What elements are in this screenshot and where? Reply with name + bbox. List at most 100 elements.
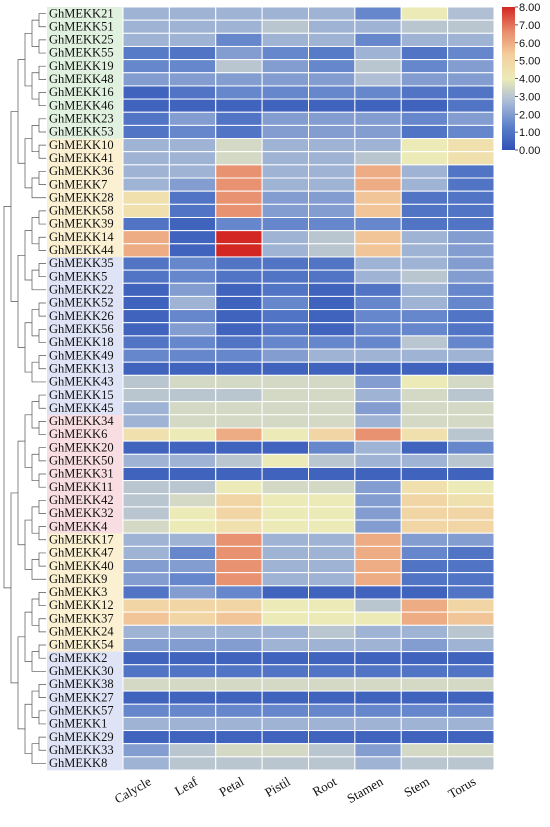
heatmap-cell bbox=[447, 519, 495, 534]
heatmap-cell bbox=[168, 361, 217, 376]
heatmap-cell bbox=[400, 203, 449, 218]
heatmap-cell bbox=[447, 716, 495, 732]
heatmap-cell bbox=[354, 151, 402, 166]
row-label: GhMEKK17 bbox=[49, 532, 114, 546]
heatmap-cell bbox=[308, 335, 356, 350]
heatmap-cell bbox=[400, 572, 449, 587]
heatmap-cell bbox=[168, 480, 217, 495]
heatmap-cell bbox=[447, 45, 495, 61]
heatmap-cell bbox=[447, 506, 495, 521]
heatmap-cell bbox=[308, 216, 356, 232]
heatmap-cell bbox=[215, 32, 263, 47]
heatmap-cell bbox=[122, 559, 170, 574]
heatmap-cell bbox=[447, 164, 495, 179]
heatmap-cell bbox=[447, 256, 495, 271]
colorbar-gradient bbox=[502, 7, 515, 150]
heatmap-cell bbox=[122, 295, 170, 311]
heatmap-cell bbox=[447, 690, 495, 705]
heatmap-cell bbox=[215, 466, 263, 482]
heatmap-cell bbox=[308, 269, 356, 284]
colorbar-tick-label: 6.00 bbox=[519, 38, 540, 50]
heatmap-cell bbox=[308, 703, 356, 718]
colorbar-tick-label: 4.00 bbox=[519, 74, 540, 86]
dendrogram-branch bbox=[38, 144, 46, 159]
heatmap-cell bbox=[308, 203, 356, 218]
heatmap-cell bbox=[122, 598, 170, 613]
dendrogram-branch bbox=[38, 644, 46, 659]
dendrogram-branch bbox=[38, 302, 46, 317]
heatmap-cell bbox=[215, 6, 263, 21]
dendrogram-branch bbox=[31, 651, 46, 672]
heatmap-cell bbox=[261, 374, 309, 389]
heatmap-cell bbox=[354, 637, 402, 653]
dendrogram-branch bbox=[38, 210, 46, 225]
heatmap-cell bbox=[168, 85, 217, 100]
heatmap-cell bbox=[168, 677, 217, 692]
heatmap-cell bbox=[447, 743, 495, 758]
heatmap-cell bbox=[354, 388, 402, 403]
column-label: Leaf bbox=[172, 773, 201, 798]
row-label: GhMEKK45 bbox=[49, 401, 114, 415]
colorbar-tick-label: 2.00 bbox=[519, 109, 540, 121]
heatmap-cell bbox=[215, 124, 263, 140]
heatmap-cell bbox=[447, 59, 495, 74]
heatmap-cell bbox=[400, 19, 449, 34]
heatmap-cell bbox=[354, 598, 402, 613]
row-group-bg bbox=[47, 349, 123, 363]
row-group-bg bbox=[47, 585, 123, 600]
heatmap-cell bbox=[261, 151, 309, 166]
heatmap-cell bbox=[354, 664, 402, 679]
heatmap-cell bbox=[215, 664, 263, 679]
heatmap-cell bbox=[261, 45, 309, 61]
row-label: GhMEKK10 bbox=[49, 138, 114, 152]
heatmap-cell bbox=[168, 256, 217, 271]
heatmap-cell bbox=[308, 374, 356, 389]
heatmap-cell bbox=[122, 309, 170, 324]
heatmap-cell bbox=[215, 440, 263, 455]
heatmap-cell bbox=[122, 427, 170, 442]
heatmap-cell bbox=[447, 19, 495, 34]
heatmap-cell bbox=[122, 98, 170, 113]
heatmap-cell bbox=[400, 335, 449, 350]
dendrogram-branch bbox=[24, 703, 32, 754]
row-label: GhMEKK5 bbox=[49, 269, 107, 283]
heatmap-cell bbox=[308, 72, 356, 87]
heatmap-cell bbox=[215, 361, 263, 376]
row-label: GhMEKK21 bbox=[49, 6, 114, 20]
heatmap-cell bbox=[308, 138, 356, 153]
heatmap-cell bbox=[354, 124, 402, 140]
heatmap-cell bbox=[354, 466, 402, 482]
heatmap-cell bbox=[354, 677, 402, 692]
heatmap-cell bbox=[168, 216, 217, 232]
dendrogram-branch bbox=[10, 492, 18, 684]
heatmap-cell bbox=[168, 611, 217, 626]
heatmap-cell bbox=[308, 6, 356, 21]
colorbar-tick-label: 1.00 bbox=[519, 127, 540, 139]
row-group-bg bbox=[47, 493, 123, 508]
heatmap-cell bbox=[122, 111, 170, 126]
heatmap-cell bbox=[354, 216, 402, 232]
heatmap-cell bbox=[308, 361, 356, 376]
heatmap-cell bbox=[447, 585, 495, 600]
heatmap-cell bbox=[447, 545, 495, 561]
row-label: GhMEKK22 bbox=[49, 283, 114, 297]
heatmap-cell bbox=[122, 440, 170, 455]
row-group-bg bbox=[47, 388, 123, 402]
dendrogram-branch bbox=[38, 473, 46, 488]
heatmap-cell bbox=[168, 545, 217, 561]
heatmap-cell bbox=[215, 374, 263, 389]
heatmap-cell bbox=[261, 716, 309, 732]
heatmap-cell bbox=[122, 585, 170, 600]
row-group-bg bbox=[47, 217, 123, 231]
heatmap-cell bbox=[400, 756, 449, 771]
heatmap-cell bbox=[261, 256, 309, 271]
heatmap-cell bbox=[215, 743, 263, 758]
heatmap-cell bbox=[400, 401, 449, 416]
heatmap-cell bbox=[122, 361, 170, 376]
row-label: GhMEKK1 bbox=[49, 717, 107, 731]
heatmap-cell bbox=[261, 322, 309, 337]
heatmap-cell bbox=[354, 32, 402, 47]
heatmap-cell bbox=[400, 453, 449, 468]
heatmap-cell bbox=[168, 506, 217, 521]
heatmap-cell bbox=[261, 164, 309, 179]
